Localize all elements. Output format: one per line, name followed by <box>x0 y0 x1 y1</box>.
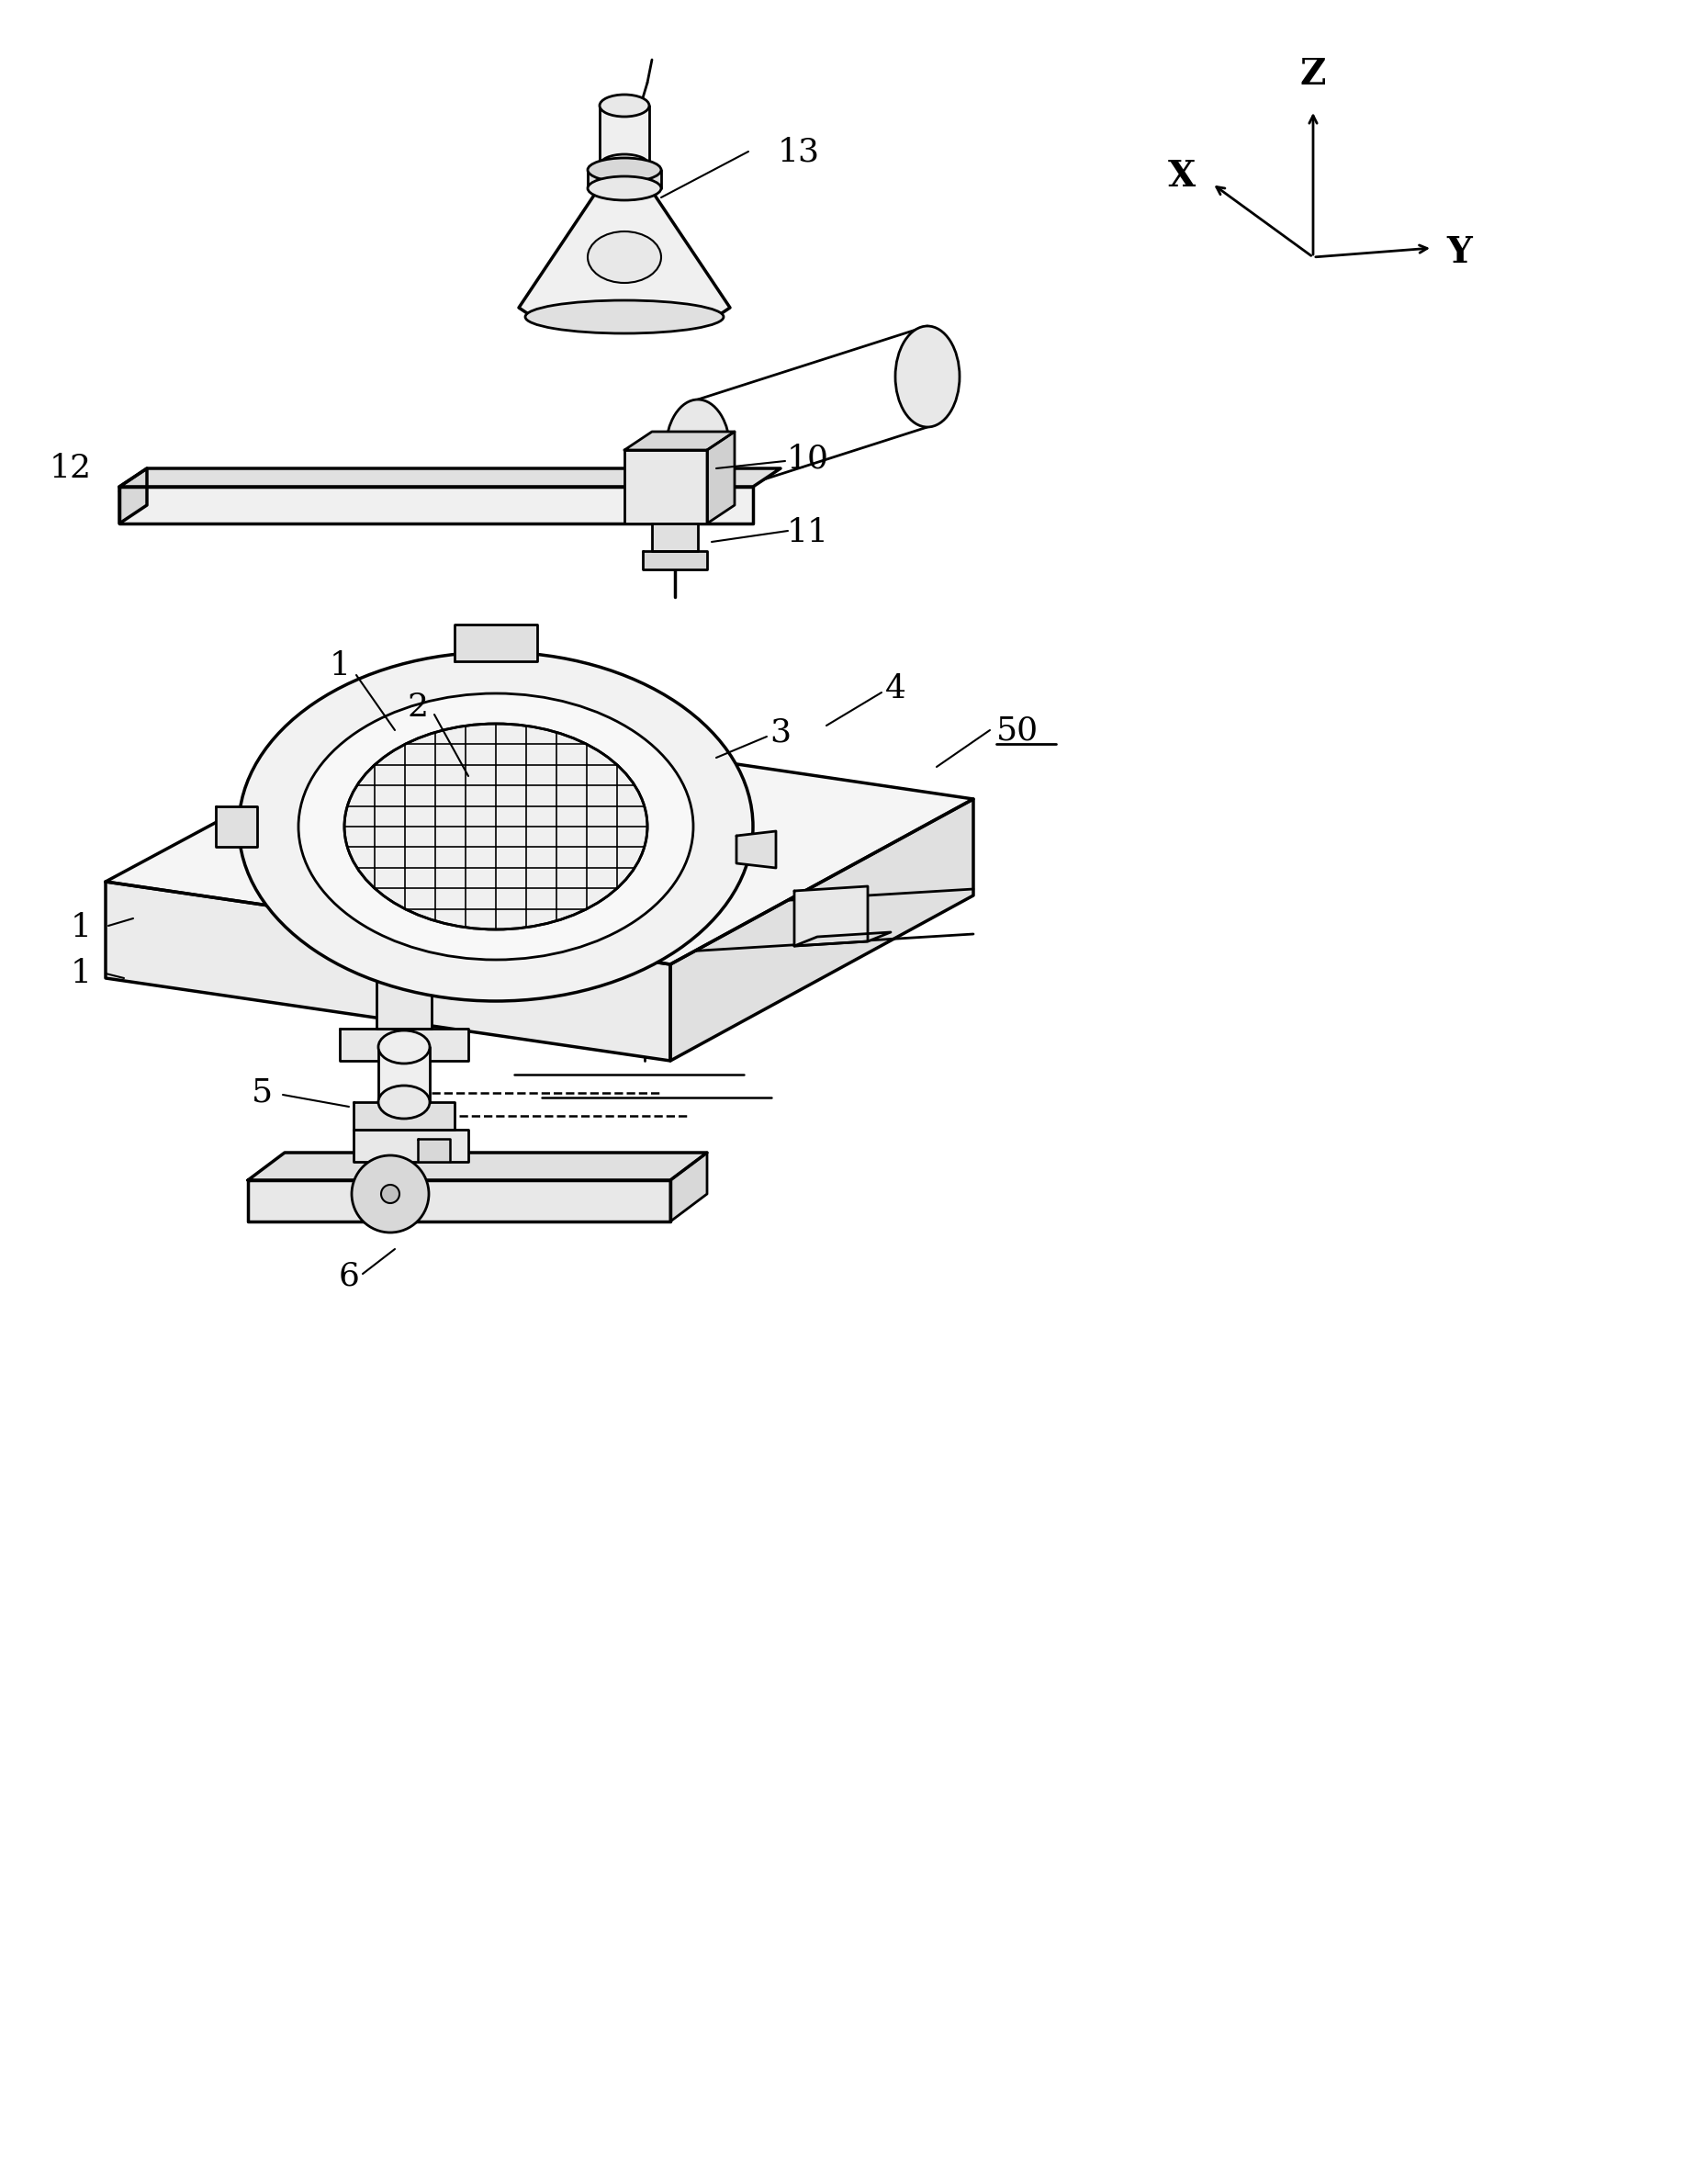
Polygon shape <box>248 1179 671 1221</box>
Ellipse shape <box>600 94 649 116</box>
Text: 3: 3 <box>770 716 792 749</box>
Polygon shape <box>216 806 258 847</box>
Ellipse shape <box>526 301 723 334</box>
Polygon shape <box>120 467 780 487</box>
Polygon shape <box>248 1153 708 1179</box>
Ellipse shape <box>666 400 730 500</box>
Polygon shape <box>340 1029 468 1061</box>
Polygon shape <box>418 1138 450 1162</box>
Polygon shape <box>794 933 891 946</box>
Polygon shape <box>708 432 735 524</box>
Text: 1: 1 <box>71 959 91 989</box>
Polygon shape <box>642 550 708 570</box>
Text: 13: 13 <box>778 135 821 168</box>
Text: 10: 10 <box>787 443 829 474</box>
Polygon shape <box>106 882 671 1061</box>
Ellipse shape <box>588 177 661 201</box>
Text: 50: 50 <box>996 714 1038 745</box>
Polygon shape <box>455 625 538 662</box>
Polygon shape <box>671 1153 708 1221</box>
Ellipse shape <box>344 723 647 930</box>
Polygon shape <box>652 524 698 550</box>
Polygon shape <box>794 887 868 946</box>
Ellipse shape <box>588 232 661 284</box>
Ellipse shape <box>600 155 649 177</box>
Ellipse shape <box>379 1031 430 1064</box>
Text: 11: 11 <box>787 518 829 548</box>
Text: 1: 1 <box>71 913 91 943</box>
Text: Y: Y <box>1446 236 1471 271</box>
Text: 4: 4 <box>885 673 907 705</box>
Ellipse shape <box>895 325 959 428</box>
Polygon shape <box>120 487 753 524</box>
Polygon shape <box>625 450 708 524</box>
Text: Z: Z <box>1301 57 1326 92</box>
Polygon shape <box>600 105 649 166</box>
Polygon shape <box>379 1046 430 1103</box>
Text: 6: 6 <box>339 1260 359 1293</box>
Text: 2: 2 <box>408 692 428 723</box>
Polygon shape <box>519 188 730 317</box>
Text: 1: 1 <box>329 651 350 681</box>
Ellipse shape <box>379 1085 430 1118</box>
Polygon shape <box>625 432 735 450</box>
Ellipse shape <box>239 653 753 1000</box>
Polygon shape <box>588 170 661 188</box>
Ellipse shape <box>588 157 661 181</box>
Polygon shape <box>671 799 974 1061</box>
Ellipse shape <box>298 692 693 959</box>
Circle shape <box>352 1155 428 1232</box>
Text: 5: 5 <box>251 1077 273 1109</box>
Polygon shape <box>354 1103 455 1129</box>
Polygon shape <box>736 832 775 867</box>
Polygon shape <box>354 1129 468 1162</box>
Polygon shape <box>120 467 147 524</box>
Text: X: X <box>1168 159 1196 194</box>
Circle shape <box>381 1184 399 1203</box>
Polygon shape <box>106 716 974 965</box>
Polygon shape <box>376 978 431 1029</box>
Text: 12: 12 <box>49 452 91 485</box>
